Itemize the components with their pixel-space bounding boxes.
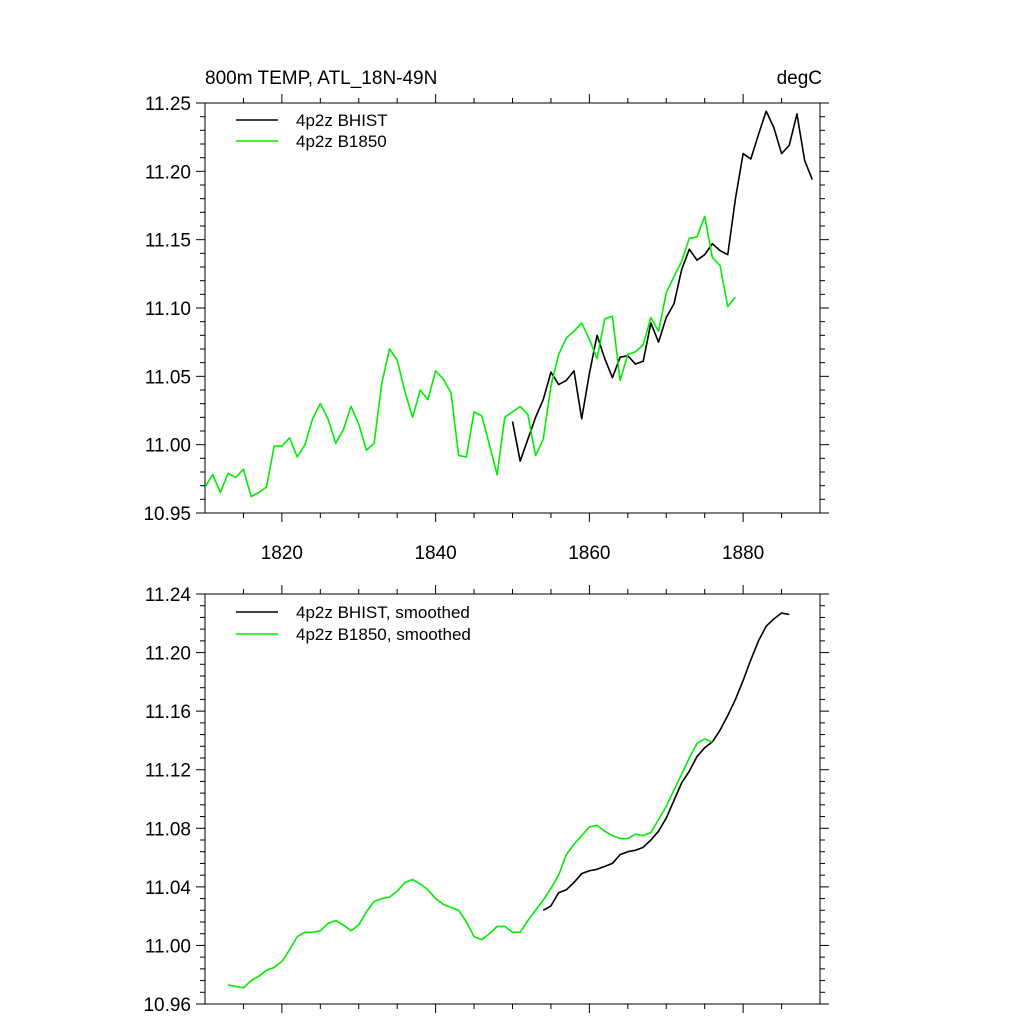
y-tick-label: 11.05 (145, 367, 191, 388)
legend-label: 4p2z B1850 (296, 132, 387, 151)
y-tick-label: 11.10 (145, 299, 191, 320)
legend-label: 4p2z BHIST, smoothed (296, 603, 470, 622)
legend-label: 4p2z B1850, smoothed (296, 625, 471, 644)
y-tick-label: 11.12 (145, 761, 191, 782)
y-tick-label: 11.24 (145, 585, 192, 606)
plot-frame (204, 593, 821, 1005)
series-line-bhist (511, 110, 814, 462)
x-tick-label: 1860 (568, 543, 610, 564)
top-panel-title: 800m TEMP, ATL_18N-49N (205, 68, 437, 89)
y-tick-label: 10.96 (143, 995, 191, 1016)
x-tick-label: 1840 (414, 543, 456, 564)
y-tick-label: 11.20 (145, 162, 191, 183)
plot-frame (204, 102, 821, 514)
y-tick-label: 11.08 (145, 819, 191, 840)
y-tick-label: 11.15 (145, 231, 191, 252)
top-panel-units: degC (777, 68, 822, 89)
y-tick-label: 11.20 (145, 644, 191, 665)
x-tick-label: 1880 (722, 543, 764, 564)
x-tick-label: 1820 (261, 543, 303, 564)
y-tick-label: 11.00 (145, 436, 191, 457)
y-tick-label: 11.04 (145, 878, 192, 899)
series-line-b1850 (227, 738, 713, 989)
bottom-panel: 10.96 11.00 11.04 11.08 11.12 11.16 11.20 11.24… (143, 585, 829, 1016)
legend-label: 4p2z BHIST (296, 111, 388, 130)
y-tick-label: 11.16 (145, 702, 191, 723)
y-tick-label: 10.95 (143, 504, 191, 525)
y-tick-label: 11.00 (145, 936, 191, 957)
y-tick-label: 11.25 (145, 94, 191, 115)
series-line-b1850 (205, 215, 737, 498)
top-panel: 800m TEMP, ATL_18N-49N degC 10.95 11.00 11… (143, 68, 829, 564)
series-line-bhist (542, 612, 790, 911)
